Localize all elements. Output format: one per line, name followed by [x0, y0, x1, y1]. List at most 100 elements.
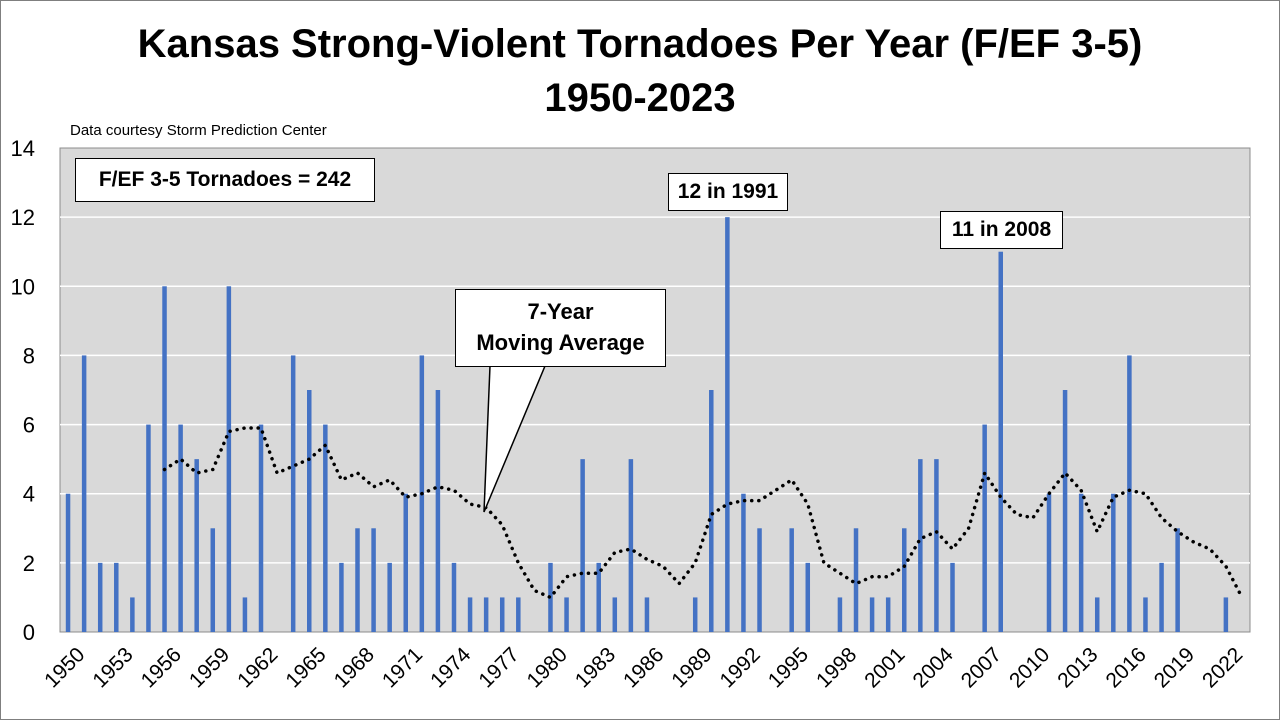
- bar-1995: [789, 528, 794, 632]
- bar-2008: [998, 251, 1003, 632]
- y-tick-label: 8: [23, 343, 35, 368]
- bar-2013: [1078, 493, 1084, 632]
- bar-1952: [97, 562, 103, 632]
- bar-2022: [1223, 597, 1229, 632]
- x-tick-label: 1959: [185, 643, 234, 692]
- bar-1998: [837, 597, 843, 632]
- x-tick-label: 1983: [571, 643, 620, 692]
- bar-1971: [403, 493, 408, 632]
- x-tick-label: 1953: [88, 643, 137, 692]
- bar-1964: [290, 355, 296, 632]
- y-tick-label: 10: [11, 274, 35, 299]
- x-tick-label: 1950: [40, 643, 89, 692]
- callout-line2: Moving Average: [476, 330, 645, 355]
- x-tick-label: 2010: [1005, 643, 1054, 692]
- y-tick-label: 0: [23, 620, 35, 645]
- bar-1960: [226, 286, 232, 632]
- x-tick-label: 1965: [281, 643, 330, 692]
- x-tick-label: 1995: [764, 643, 813, 692]
- bar-2002: [902, 528, 907, 632]
- x-axis-ticks: 1950195319561959196219651968197119741977…: [40, 643, 1247, 693]
- bar-2001: [885, 597, 891, 632]
- x-tick-label: 2016: [1102, 643, 1151, 692]
- bar-1983: [596, 562, 601, 632]
- x-tick-label: 2004: [909, 643, 959, 693]
- bar-1958: [194, 459, 199, 632]
- bar-1956: [162, 286, 167, 632]
- bar-2012: [1062, 390, 1068, 632]
- bar-1954: [130, 597, 135, 632]
- x-tick-label: 1974: [426, 643, 476, 693]
- x-tick-label: 1962: [233, 643, 282, 692]
- moving-average-callout: 7-Year Moving Average: [455, 289, 666, 367]
- x-tick-label: 2007: [957, 643, 1006, 692]
- x-tick-label: 1977: [474, 643, 523, 692]
- bar-2018: [1159, 562, 1164, 632]
- bar-1955: [146, 424, 151, 632]
- chart-title-line1: Kansas Strong-Violent Tornadoes Per Year…: [137, 22, 1143, 66]
- bar-2019: [1175, 528, 1180, 632]
- x-tick-label: 2013: [1053, 643, 1102, 692]
- y-tick-label: 14: [11, 136, 35, 161]
- moving-average-line: [162, 426, 1244, 600]
- bar-1974: [451, 562, 457, 632]
- bar-2003: [918, 459, 923, 632]
- x-tick-label: 1992: [716, 643, 765, 692]
- bar-1975: [467, 597, 473, 632]
- plot-area: [59, 147, 1251, 633]
- callout-line1: 7-Year: [527, 299, 594, 324]
- bar-1968: [355, 528, 360, 632]
- bar-1962: [258, 424, 264, 632]
- bar-2015: [1111, 493, 1116, 632]
- x-tick-label: 1980: [523, 643, 572, 692]
- bar-2014: [1094, 597, 1100, 632]
- bar-1961: [242, 597, 248, 632]
- bar-2005: [950, 562, 955, 632]
- x-tick-label: 2022: [1198, 643, 1247, 692]
- bar-1981: [564, 597, 569, 632]
- bar-1996: [805, 562, 811, 632]
- y-tick-label: 6: [23, 413, 35, 438]
- x-tick-label: 1956: [137, 643, 186, 692]
- bar-2016: [1127, 355, 1132, 632]
- y-tick-label: 12: [11, 205, 35, 230]
- bar-1965: [307, 390, 312, 632]
- bar-1966: [323, 424, 328, 632]
- chart-title-line2: 1950-2023: [544, 76, 736, 120]
- bar-1967: [339, 562, 344, 632]
- peak-1991-label: 12 in 1991: [668, 173, 788, 211]
- bar-2004: [934, 459, 939, 632]
- x-tick-label: 1971: [378, 643, 427, 692]
- bar-1977: [499, 597, 505, 632]
- y-tick-label: 2: [23, 551, 35, 576]
- bar-2000: [869, 597, 875, 632]
- x-tick-label: 2019: [1150, 643, 1199, 692]
- bar-1999: [853, 528, 859, 632]
- x-tick-label: 1986: [619, 643, 668, 692]
- bar-series: [65, 217, 1229, 632]
- peak-2008-label: 11 in 2008: [940, 211, 1063, 249]
- total-count-label: F/EF 3-5 Tornadoes = 242: [75, 158, 375, 202]
- bar-1986: [644, 597, 650, 632]
- bar-1976: [483, 597, 489, 632]
- bar-2011: [1046, 493, 1052, 632]
- x-tick-label: 1998: [812, 643, 861, 692]
- y-axis-ticks: 0 2 4 6 8 10 12 14: [11, 136, 35, 645]
- bar-1951: [81, 355, 87, 632]
- bar-1973: [435, 390, 441, 632]
- bar-1950: [65, 493, 71, 632]
- bar-1953: [114, 562, 119, 632]
- bar-2007: [982, 424, 987, 632]
- y-tick-label: 4: [23, 482, 35, 507]
- bar-1993: [757, 528, 762, 632]
- bar-1969: [371, 528, 376, 632]
- gridlines: [60, 216, 1250, 564]
- bar-1989: [692, 597, 698, 632]
- x-tick-label: 1989: [667, 643, 716, 692]
- bar-1984: [612, 597, 618, 632]
- bar-1957: [178, 424, 183, 632]
- bar-2017: [1143, 597, 1148, 632]
- bar-1978: [516, 597, 521, 632]
- bar-1991: [725, 217, 730, 632]
- bar-1982: [580, 459, 585, 632]
